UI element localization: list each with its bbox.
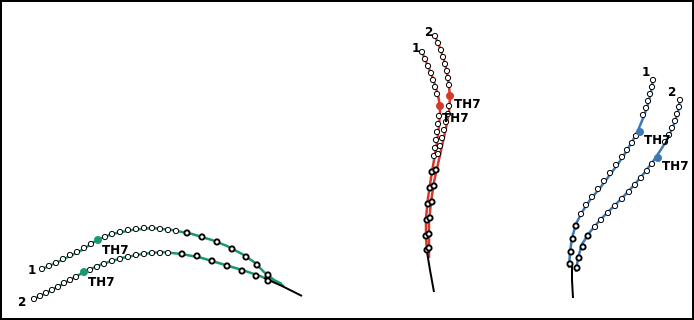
right-track-1-black-nodes [566, 222, 580, 268]
left-track-2-label: 2 [18, 295, 26, 309]
left-track-2-black-nodes [178, 250, 272, 285]
right-track-2-nodes [591, 96, 684, 231]
right-track-2-th7-marker [654, 154, 662, 162]
right-track-1-th7-marker [636, 128, 644, 136]
right-tail [571, 264, 574, 299]
right-track-2-black-nodes [573, 232, 592, 272]
middle-track-2-th7-marker [446, 92, 454, 100]
middle-track-2-th7-label: TH7 [454, 97, 481, 111]
left-track-1-th7-marker [94, 236, 102, 244]
middle-track-2-black-nodes [425, 166, 440, 252]
middle-track-2-label: 2 [425, 25, 433, 39]
panel-middle: 1 2 TH7 TH7 [412, 25, 481, 293]
right-track-1-th7-label: TH7 [644, 133, 671, 147]
middle-track-1-nodes [418, 48, 443, 160]
panel-left: 1 2 TH7 TH7 [18, 224, 303, 309]
left-track-2-th7-label: TH7 [88, 275, 115, 289]
left-track-1-label: 1 [28, 263, 36, 277]
right-track-2-line [574, 99, 682, 273]
left-track-1-black-nodes [183, 229, 272, 279]
right-track-1-label: 1 [642, 65, 650, 79]
left-track-1-nodes [38, 224, 180, 273]
right-track-1-nodes [577, 76, 657, 218]
panel-right: 1 2 TH7 TH7 [566, 65, 689, 299]
middle-tail [426, 251, 435, 293]
right-track-2-th7-label: TH7 [662, 159, 689, 173]
middle-track-1-th7-label: TH7 [442, 111, 469, 125]
left-track-1-th7-label: TH7 [102, 243, 129, 257]
right-track-2-label: 2 [668, 85, 676, 99]
left-track-2-nodes [30, 249, 172, 303]
middle-track-1-label: 1 [412, 41, 420, 55]
left-track-2-th7-marker [80, 268, 88, 276]
middle-track-2-nodes [431, 32, 453, 158]
middle-track-1-th7-marker [436, 102, 444, 110]
